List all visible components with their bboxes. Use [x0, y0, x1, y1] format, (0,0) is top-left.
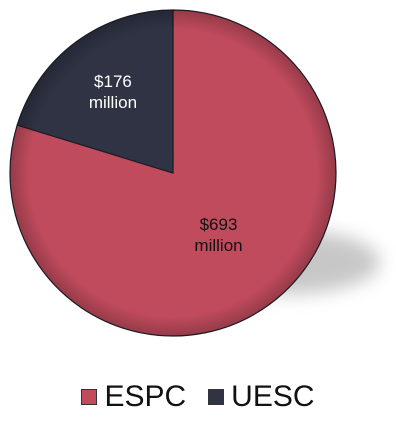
slice-label-uesc: $176 million	[89, 72, 137, 112]
legend: ESPC UESC	[0, 382, 396, 412]
legend-swatch-uesc	[208, 389, 225, 405]
slice-label-espc: $693 million	[194, 215, 242, 255]
legend-label-espc: ESPC	[104, 380, 187, 413]
legend-label-uesc: UESC	[231, 380, 315, 413]
pie-chart: $693 million $176 million	[9, 9, 380, 337]
legend-item-espc: ESPC	[81, 382, 186, 412]
legend-swatch-espc	[81, 389, 98, 405]
legend-item-uesc: UESC	[208, 380, 315, 413]
